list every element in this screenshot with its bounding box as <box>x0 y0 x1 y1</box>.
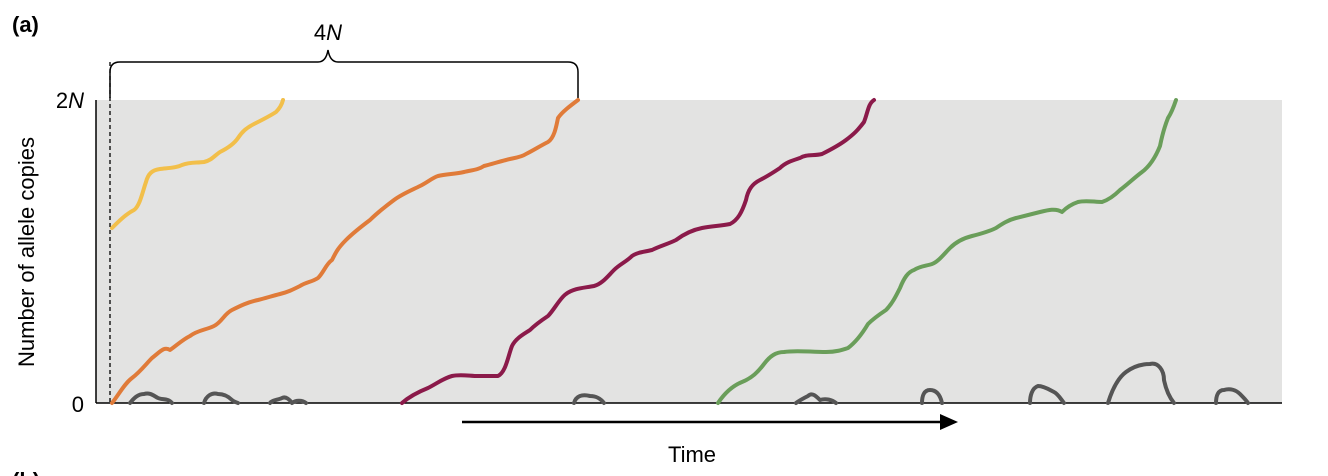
panel-label: (a) <box>12 12 39 37</box>
time-arrow-head <box>940 414 958 430</box>
lost-alleles <box>128 361 1250 405</box>
lost-allele-trajectory <box>128 391 174 405</box>
lost-allele-trajectory <box>1214 387 1250 405</box>
fixed-allele-yellow <box>110 98 285 230</box>
plot-background <box>96 100 1282 403</box>
bracket-label: 4N <box>314 20 342 45</box>
lost-allele-trajectory <box>920 388 944 405</box>
x-axis-label: Time <box>668 442 716 467</box>
lost-allele-trajectory <box>1028 384 1066 405</box>
y-axis-label: Number of allele copies <box>14 137 39 367</box>
lost-allele-trajectory <box>268 395 308 405</box>
lost-allele-trajectory <box>1106 361 1176 405</box>
fixed-allele-maroon <box>400 98 876 405</box>
bracket <box>109 49 579 98</box>
next-panel-label: (b) <box>12 468 40 476</box>
fixed-allele-green <box>716 98 1178 405</box>
y-tick-top: 2N <box>56 88 84 113</box>
lost-allele-trajectory <box>202 391 240 405</box>
lost-allele-trajectory <box>794 392 838 405</box>
lost-allele-trajectory <box>572 393 606 405</box>
y-tick-bottom: 0 <box>72 392 84 417</box>
fixed-allele-orange <box>110 98 580 405</box>
